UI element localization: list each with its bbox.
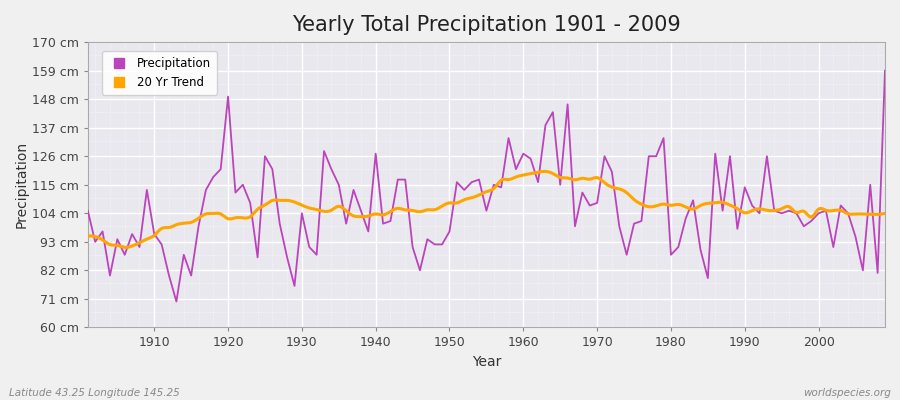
Title: Yearly Total Precipitation 1901 - 2009: Yearly Total Precipitation 1901 - 2009 bbox=[292, 15, 680, 35]
20 Yr Trend bbox=[121, 245, 131, 250]
Line: Precipitation: Precipitation bbox=[88, 71, 885, 302]
20 Yr Trend bbox=[879, 211, 890, 216]
Precipitation bbox=[83, 208, 94, 213]
Precipitation bbox=[518, 151, 528, 156]
20 Yr Trend bbox=[539, 169, 550, 174]
Text: worldspecies.org: worldspecies.org bbox=[803, 388, 891, 398]
Line: 20 Yr Trend: 20 Yr Trend bbox=[88, 171, 885, 248]
Precipitation bbox=[311, 252, 322, 257]
Precipitation bbox=[356, 208, 366, 213]
20 Yr Trend bbox=[516, 173, 526, 178]
Text: Latitude 43.25 Longitude 145.25: Latitude 43.25 Longitude 145.25 bbox=[9, 388, 180, 398]
20 Yr Trend bbox=[560, 176, 571, 180]
Precipitation bbox=[879, 68, 890, 73]
Legend: Precipitation, 20 Yr Trend: Precipitation, 20 Yr Trend bbox=[102, 51, 217, 94]
20 Yr Trend bbox=[83, 234, 94, 238]
20 Yr Trend bbox=[467, 195, 478, 200]
Y-axis label: Precipitation: Precipitation bbox=[15, 141, 29, 228]
Precipitation bbox=[526, 156, 536, 161]
20 Yr Trend bbox=[864, 212, 875, 217]
20 Yr Trend bbox=[739, 210, 750, 215]
Precipitation bbox=[141, 188, 152, 192]
X-axis label: Year: Year bbox=[472, 355, 501, 369]
20 Yr Trend bbox=[463, 196, 473, 201]
Precipitation bbox=[614, 224, 625, 229]
Precipitation bbox=[171, 299, 182, 304]
